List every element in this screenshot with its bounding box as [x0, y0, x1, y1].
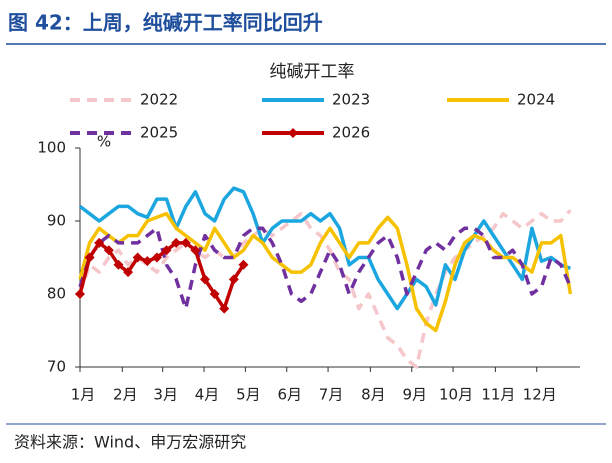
figure-title: 图 42：上周，纯碱开工率同比回升 — [8, 11, 323, 35]
x-tick-label: 10月 — [439, 386, 473, 404]
x-tick-label: 5月 — [236, 386, 261, 404]
point-marker — [94, 237, 105, 248]
legend-label: 2022 — [140, 91, 178, 109]
series-line — [78, 226, 573, 311]
x-tick-label: 3月 — [153, 386, 178, 404]
chart-title: 纯碱开工率 — [270, 62, 355, 82]
point-marker — [142, 256, 153, 267]
point-marker — [84, 252, 95, 263]
point-marker — [200, 274, 210, 285]
point-marker — [180, 237, 191, 248]
series-line — [78, 186, 572, 311]
point-marker — [238, 259, 249, 270]
x-tick-label: 8月 — [361, 386, 386, 404]
x-tick-label: 9月 — [402, 386, 427, 404]
x-tick-label: 12月 — [523, 386, 557, 404]
x-tick-label: 11月 — [481, 386, 515, 404]
legend-label: 2026 — [332, 124, 370, 142]
point-marker — [123, 267, 134, 278]
x-tick-label: 2月 — [113, 386, 138, 404]
point-marker — [171, 237, 182, 248]
legend-label: 2023 — [332, 91, 370, 109]
y-tick-label: 90 — [47, 212, 66, 230]
point-marker — [228, 274, 239, 285]
x-tick-label: 1月 — [71, 386, 96, 404]
point-marker — [209, 289, 220, 299]
y-tick-label: 70 — [47, 358, 66, 376]
point-marker — [219, 303, 230, 314]
y-unit: % — [97, 133, 111, 151]
point-marker — [151, 252, 162, 263]
legend-marker — [288, 128, 298, 138]
x-tick-label: 6月 — [277, 386, 302, 404]
y-tick-label: 80 — [47, 285, 66, 303]
x-tick-label: 7月 — [319, 386, 344, 404]
point-marker — [132, 252, 143, 263]
point-marker — [190, 245, 201, 256]
point-marker — [161, 245, 172, 256]
source: 资料来源：Wind、申万宏源研究 — [14, 433, 246, 452]
legend-label: 2024 — [517, 91, 555, 109]
y-tick-label: 100 — [37, 139, 66, 157]
point-marker — [113, 259, 124, 270]
legend-label: 2025 — [140, 124, 178, 142]
point-marker — [75, 289, 85, 299]
x-tick-label: 4月 — [195, 386, 220, 404]
point-marker — [103, 245, 114, 256]
